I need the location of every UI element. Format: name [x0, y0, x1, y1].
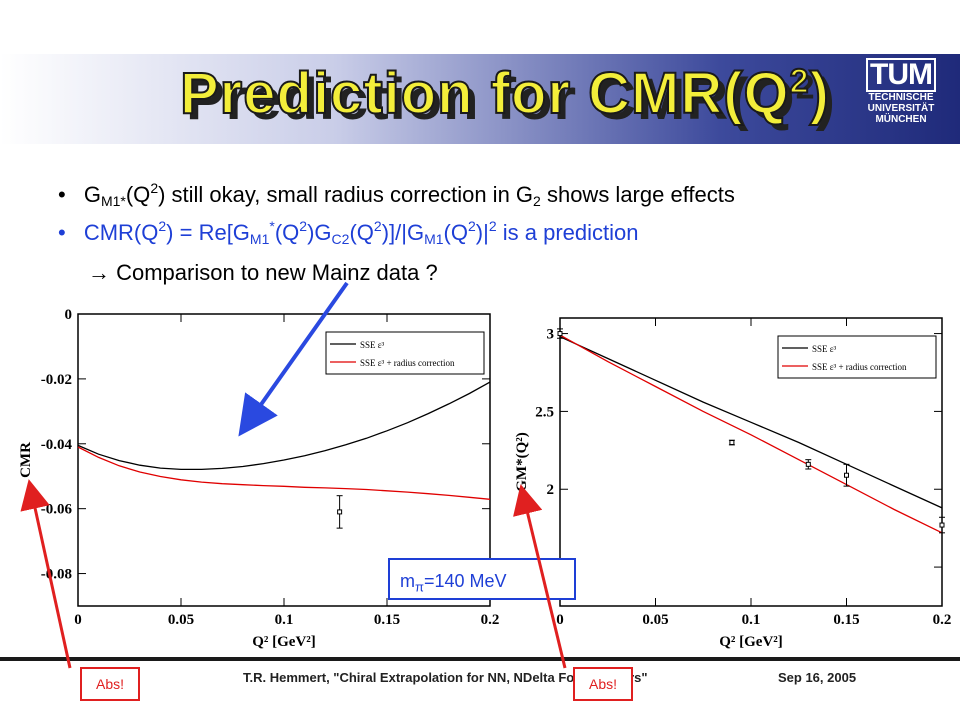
data-point: [557, 331, 563, 337]
legend-entry: SSE ε³: [812, 344, 837, 354]
footer-date: Sep 16, 2005: [778, 670, 857, 685]
y-axis-label: CMR: [18, 442, 34, 478]
series-line-1: [77, 446, 491, 500]
bullet-2: • CMR(Q2) = Re[GM1*(Q2)GC2(Q2)]/|GM1(Q2)…: [58, 218, 639, 247]
tum-logo: TUM TECHNISCHE UNIVERSITÄT MÜNCHEN: [866, 58, 936, 125]
data-point: [805, 461, 811, 467]
x-tick-label: 0.05: [642, 612, 668, 628]
x-tick-label: 0.05: [168, 612, 194, 628]
footer-text: T.R. Hemmert, "Chiral Extrapolation for …: [243, 670, 648, 685]
x-tick-label: 0.15: [833, 612, 859, 628]
data-point: [337, 509, 343, 515]
bullet-1: • GM1*(Q2) still okay, small radius corr…: [58, 180, 735, 209]
x-axis-label: Q² [GeV²]: [719, 634, 783, 650]
x-tick-label: 0.2: [933, 612, 952, 628]
slide-title: Prediction for CMR(Q2): [179, 60, 830, 127]
data-point: [939, 522, 945, 528]
bullet-marker: •: [58, 182, 66, 207]
x-tick-label: 0: [74, 612, 82, 628]
abs-label-right: Abs!: [573, 667, 633, 701]
abs-label-left: Abs!: [80, 667, 140, 701]
y-tick-label: -0.04: [41, 437, 73, 453]
x-axis-label: Q² [GeV²]: [252, 634, 316, 650]
legend-entry: SSE ε³ + radius correction: [812, 362, 907, 372]
y-tick-label: 2: [547, 482, 555, 498]
y-tick-label: -0.06: [41, 502, 73, 518]
series-line-1: [559, 334, 943, 534]
legend-entry: SSE ε³ + radius correction: [360, 358, 455, 368]
data-point: [729, 440, 735, 446]
legend-box: [325, 331, 485, 375]
x-tick-label: 0.15: [374, 612, 400, 628]
y-tick-label: 0: [65, 307, 73, 323]
pion-mass-label: mπ=140 MeV: [388, 558, 576, 600]
x-tick-label: 0: [556, 612, 564, 628]
y-tick-label: 3: [547, 327, 555, 343]
bullet-3: → Comparison to new Mainz data ?: [88, 260, 438, 285]
y-tick-label: -0.08: [41, 567, 72, 583]
y-tick-label: 2.5: [535, 404, 554, 420]
data-point: [844, 472, 849, 478]
x-tick-label: 0.1: [742, 612, 761, 628]
series-line-0: [559, 336, 943, 509]
series-line-0: [77, 381, 491, 471]
y-tick-label: -0.02: [41, 372, 72, 388]
x-tick-label: 0.2: [481, 612, 500, 628]
bullet-marker: •: [58, 220, 66, 245]
title-banner: [0, 54, 960, 144]
x-tick-label: 0.1: [275, 612, 294, 628]
y-axis-label: GM*(Q²): [514, 432, 530, 491]
legend-entry: SSE ε³: [360, 340, 385, 350]
footer-divider: [0, 657, 960, 661]
legend-box: [777, 335, 937, 379]
